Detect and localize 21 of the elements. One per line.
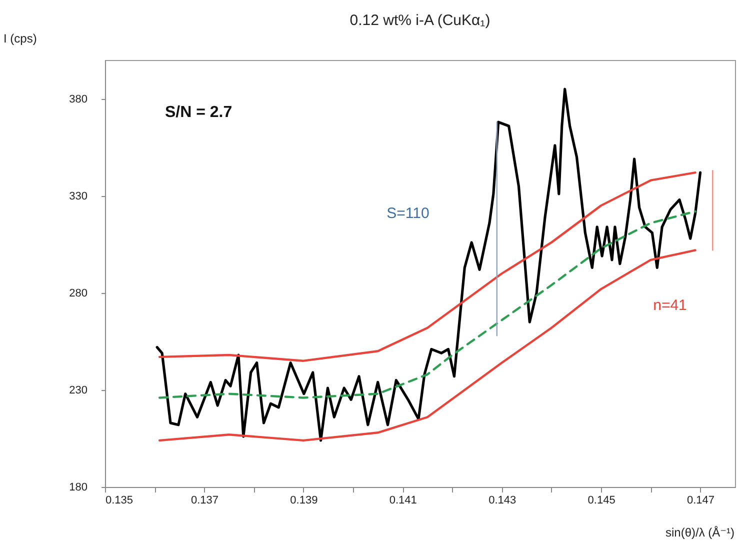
annotation: S=110 <box>386 205 430 222</box>
line-series <box>156 88 702 442</box>
chart-title: 0.12 wt% i-A (CuKα₁) <box>350 12 490 29</box>
x-tick-label: 0.139 <box>290 494 318 506</box>
x-tick-label: 0.137 <box>190 494 218 506</box>
y-tick-label: 230 <box>69 384 88 396</box>
x-tick-label: 0.135 <box>106 494 134 506</box>
x-tick-label: 0.141 <box>389 494 417 506</box>
y-tick-label: 380 <box>69 93 88 106</box>
y-tick-label: 280 <box>69 287 88 300</box>
y-tick-label: 330 <box>69 190 88 202</box>
x-tick-label: 0.147 <box>687 494 715 506</box>
line-series <box>158 171 696 362</box>
x-tick-label: 0.145 <box>588 494 616 506</box>
y-axis-title: I (cps) <box>4 32 37 46</box>
x-axis-title: sin(θ)/λ (Å⁻¹) <box>666 526 735 540</box>
annotation: n=41 <box>653 297 687 314</box>
x-tick-label: 0.143 <box>488 494 516 506</box>
line-series <box>158 249 696 442</box>
y-tick-label: 180 <box>69 482 88 494</box>
annotation: S/N = 2.7 <box>165 104 232 121</box>
